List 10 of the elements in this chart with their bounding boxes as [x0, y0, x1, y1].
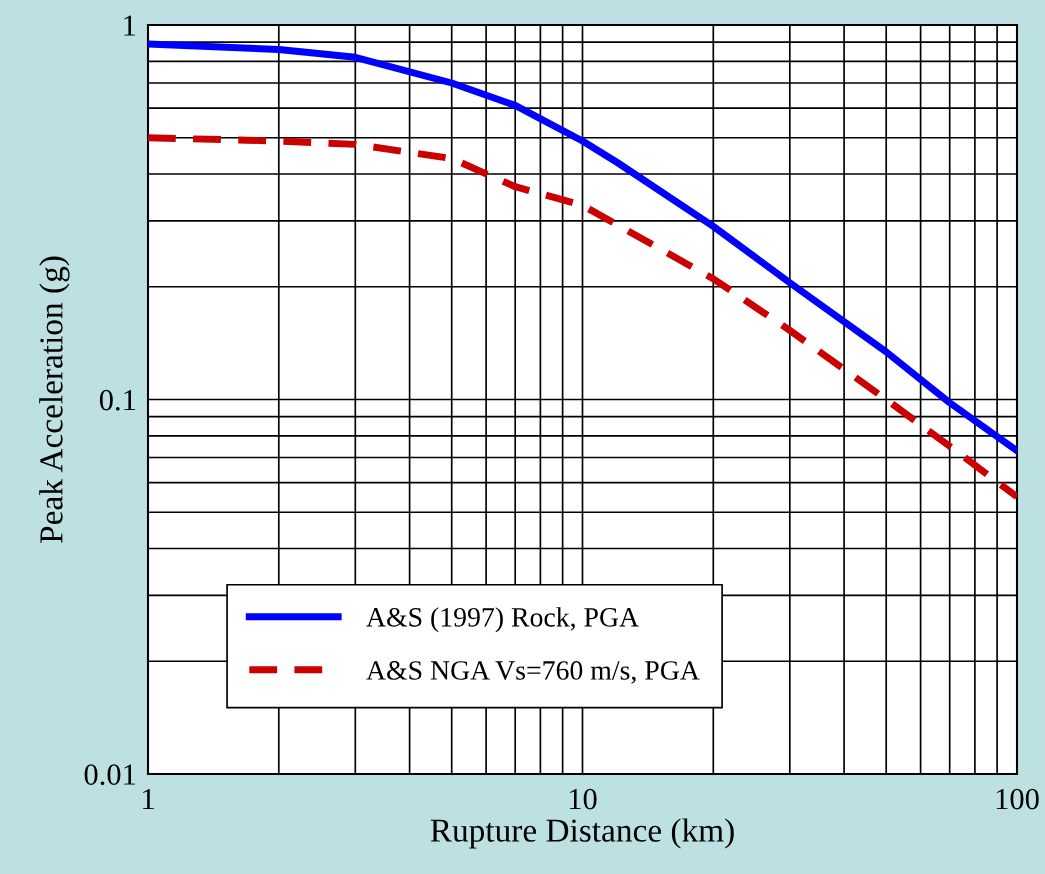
- x-tick-label: 1: [143, 788, 154, 810]
- x-tick-label: 100: [996, 788, 1039, 810]
- legend-label: A&S NGA Vs=760 m/s, PGA: [366, 661, 700, 684]
- y-tick-label: 0.01: [84, 764, 136, 786]
- x-tick-label: 10: [569, 788, 597, 810]
- y-tick-label: 0.1: [99, 389, 136, 411]
- y-axis-title: Peak Acceleration (g): [39, 256, 70, 543]
- x-axis-title: Rupture Distance (km): [430, 818, 734, 849]
- y-tick-label: 1: [124, 15, 136, 36]
- legend-label: A&S (1997) Rock, PGA: [366, 607, 639, 633]
